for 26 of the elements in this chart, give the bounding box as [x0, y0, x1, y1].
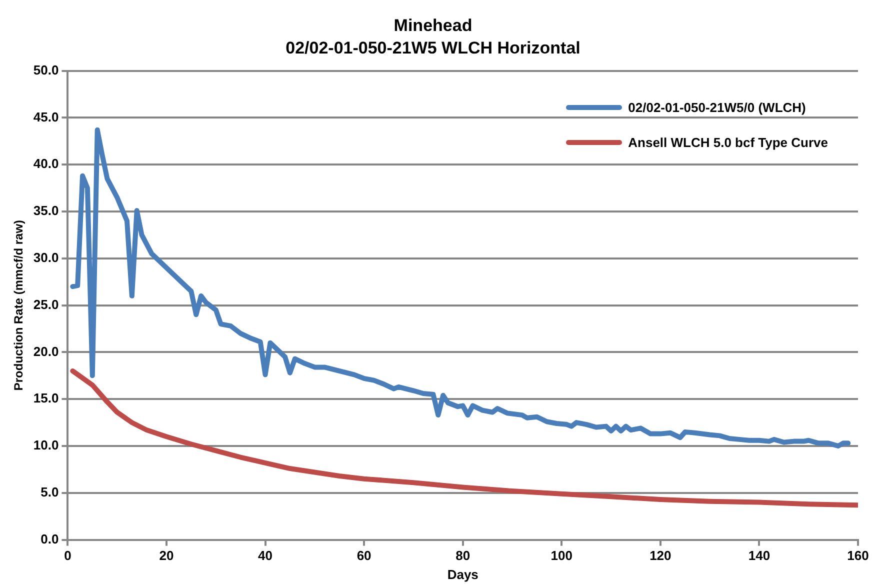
x-tick-label: 40	[258, 548, 273, 564]
x-tick-label: 160	[847, 548, 869, 564]
x-axis-title: Days	[447, 566, 478, 582]
y-tick-label: 15.0	[33, 390, 59, 406]
x-tick-label: 80	[456, 548, 470, 564]
y-tick-label: 30.0	[33, 250, 59, 265]
legend-label: 02/02-01-050-21W5/0 (WLCH)	[628, 100, 806, 115]
x-tick-label: 140	[748, 548, 770, 564]
y-tick-label: 25.0	[33, 296, 59, 312]
x-tick-label: 20	[159, 548, 174, 564]
x-tick-label: 0	[64, 548, 72, 564]
y-tick-label: 40.0	[33, 156, 59, 172]
chart-title: Minehead	[394, 16, 472, 35]
y-axis-title: Production Rate (mmcf/d raw)	[12, 220, 26, 391]
y-tick-label: 20.0	[33, 344, 59, 359]
x-tick-label: 60	[356, 548, 372, 564]
legend-label: Ansell WLCH 5.0 bcf Type Curve	[628, 135, 828, 150]
y-tick-label: 5.0	[40, 484, 59, 500]
x-tick-label: 100	[550, 548, 572, 564]
y-tick-label: 0.0	[40, 531, 59, 546]
y-tick-label: 50.0	[33, 62, 59, 78]
chart-subtitle: 02/02-01-050-21W5 WLCH Horizontal	[286, 38, 580, 58]
y-tick-label: 35.0	[33, 203, 59, 218]
y-tick-label: 45.0	[33, 109, 59, 124]
x-tick-label: 120	[650, 548, 672, 564]
y-tick-label: 10.0	[33, 438, 59, 453]
